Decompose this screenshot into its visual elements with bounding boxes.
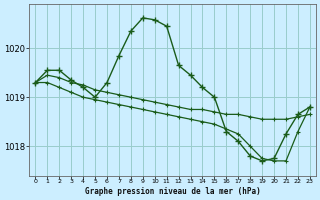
X-axis label: Graphe pression niveau de la mer (hPa): Graphe pression niveau de la mer (hPa) <box>85 187 260 196</box>
